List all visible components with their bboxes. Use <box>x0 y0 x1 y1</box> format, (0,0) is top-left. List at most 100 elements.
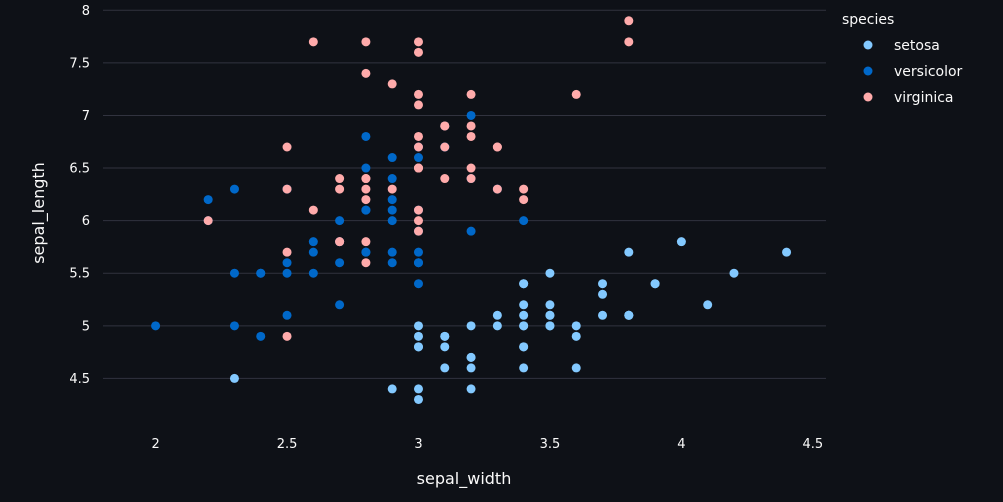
legend-item-virginica[interactable]: virginica <box>863 90 954 106</box>
scatter-point[interactable] <box>282 247 292 257</box>
scatter-point[interactable] <box>440 174 450 184</box>
scatter-point[interactable] <box>413 131 423 141</box>
scatter-point[interactable] <box>519 342 529 352</box>
scatter-point[interactable] <box>335 174 345 184</box>
scatter-point[interactable] <box>571 363 581 373</box>
legend-items[interactable]: setosa versicolor virginica <box>863 38 963 106</box>
scatter-point[interactable] <box>440 142 450 152</box>
scatter-point[interactable] <box>624 310 634 320</box>
scatter-point[interactable] <box>387 384 397 394</box>
scatter-point[interactable] <box>703 300 713 310</box>
data-points[interactable] <box>151 16 792 404</box>
scatter-point[interactable] <box>413 279 423 289</box>
scatter-point[interactable] <box>361 237 371 247</box>
scatter-point[interactable] <box>545 321 555 331</box>
scatter-point[interactable] <box>650 279 660 289</box>
scatter-point[interactable] <box>282 184 292 194</box>
scatter-point[interactable] <box>387 184 397 194</box>
scatter-point[interactable] <box>335 216 345 226</box>
scatter-point[interactable] <box>387 258 397 268</box>
scatter-point[interactable] <box>598 310 608 320</box>
scatter-point[interactable] <box>571 89 581 99</box>
scatter-point[interactable] <box>466 321 476 331</box>
scatter-point[interactable] <box>413 331 423 341</box>
scatter-point[interactable] <box>466 121 476 131</box>
scatter-point[interactable] <box>387 247 397 257</box>
scatter-point[interactable] <box>413 394 423 404</box>
scatter-point[interactable] <box>729 268 739 278</box>
scatter-point[interactable] <box>151 321 161 331</box>
scatter-point[interactable] <box>335 300 345 310</box>
legend-item-setosa[interactable]: setosa <box>863 38 940 54</box>
scatter-point[interactable] <box>598 289 608 299</box>
scatter-point[interactable] <box>413 226 423 236</box>
scatter-point[interactable] <box>203 216 213 226</box>
scatter-point[interactable] <box>308 237 318 247</box>
scatter-point[interactable] <box>282 268 292 278</box>
scatter-point[interactable] <box>676 237 686 247</box>
scatter-point[interactable] <box>413 163 423 173</box>
scatter-point[interactable] <box>492 310 502 320</box>
scatter-point[interactable] <box>413 100 423 110</box>
scatter-point[interactable] <box>466 352 476 362</box>
scatter-point[interactable] <box>413 205 423 215</box>
scatter-point[interactable] <box>229 268 239 278</box>
scatter-point[interactable] <box>308 247 318 257</box>
scatter-point[interactable] <box>466 163 476 173</box>
scatter-point[interactable] <box>361 184 371 194</box>
scatter-point[interactable] <box>413 142 423 152</box>
scatter-point[interactable] <box>387 174 397 184</box>
scatter-point[interactable] <box>440 342 450 352</box>
scatter-point[interactable] <box>519 279 529 289</box>
scatter-point[interactable] <box>387 79 397 89</box>
scatter-point[interactable] <box>256 268 266 278</box>
scatter-point[interactable] <box>466 131 476 141</box>
scatter-point[interactable] <box>308 37 318 47</box>
scatter-point[interactable] <box>335 184 345 194</box>
scatter-point[interactable] <box>229 321 239 331</box>
scatter-point[interactable] <box>440 121 450 131</box>
scatter-point[interactable] <box>440 363 450 373</box>
series-versicolor[interactable] <box>151 110 529 341</box>
scatter-point[interactable] <box>413 384 423 394</box>
scatter-point[interactable] <box>624 16 634 26</box>
scatter-point[interactable] <box>335 258 345 268</box>
series-setosa[interactable] <box>229 237 792 404</box>
scatter-point[interactable] <box>519 321 529 331</box>
scatter-point[interactable] <box>387 153 397 163</box>
scatter-point[interactable] <box>492 321 502 331</box>
scatter-point[interactable] <box>282 142 292 152</box>
scatter-point[interactable] <box>387 205 397 215</box>
scatter-point[interactable] <box>413 47 423 57</box>
scatter-point[interactable] <box>466 384 476 394</box>
scatter-point[interactable] <box>545 300 555 310</box>
legend-item-versicolor[interactable]: versicolor <box>863 64 963 80</box>
scatter-point[interactable] <box>361 205 371 215</box>
scatter-point[interactable] <box>624 247 634 257</box>
scatter-point[interactable] <box>387 216 397 226</box>
scatter-point[interactable] <box>413 153 423 163</box>
scatter-point[interactable] <box>519 310 529 320</box>
scatter-point[interactable] <box>598 279 608 289</box>
scatter-point[interactable] <box>519 300 529 310</box>
scatter-point[interactable] <box>361 174 371 184</box>
scatter-point[interactable] <box>361 37 371 47</box>
scatter-point[interactable] <box>571 321 581 331</box>
scatter-point[interactable] <box>335 237 345 247</box>
scatter-point[interactable] <box>308 268 318 278</box>
scatter-point[interactable] <box>519 184 529 194</box>
scatter-point[interactable] <box>624 37 634 47</box>
scatter-point[interactable] <box>282 310 292 320</box>
scatter-point[interactable] <box>387 195 397 205</box>
scatter-point[interactable] <box>256 331 266 341</box>
scatter-point[interactable] <box>466 110 476 120</box>
scatter-point[interactable] <box>361 131 371 141</box>
scatter-point[interactable] <box>413 321 423 331</box>
scatter-point[interactable] <box>413 216 423 226</box>
scatter-point[interactable] <box>440 331 450 341</box>
scatter-point[interactable] <box>492 184 502 194</box>
scatter-point[interactable] <box>413 258 423 268</box>
scatter-point[interactable] <box>466 363 476 373</box>
scatter-point[interactable] <box>413 247 423 257</box>
scatter-point[interactable] <box>519 195 529 205</box>
